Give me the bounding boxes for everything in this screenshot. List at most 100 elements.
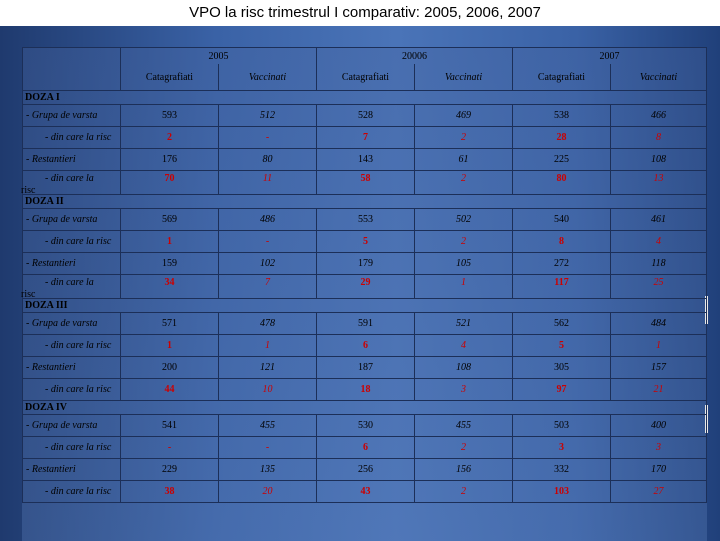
- table-cell: 7: [316, 126, 415, 149]
- row-label: - Restantieri: [22, 148, 121, 171]
- table-cell: 521: [414, 312, 513, 335]
- table-cell: 571: [120, 312, 219, 335]
- table-cell: 4: [610, 230, 707, 253]
- page-title: VPO la risc trimestrul I comparativ: 200…: [189, 4, 541, 21]
- column-header: Catagrafiati: [316, 64, 415, 91]
- dose-header-row: DOZA III: [22, 298, 707, 313]
- row-label-text: - Grupa de varsta: [26, 318, 98, 329]
- table-cell: 108: [610, 148, 707, 171]
- header-corner: [22, 64, 121, 91]
- row-label-text: - din care la: [45, 277, 94, 288]
- row-label-overflow: risc: [21, 289, 36, 300]
- row-label-text: - Grupa de varsta: [26, 420, 98, 431]
- table-cell: 121: [218, 356, 317, 379]
- row-label: - din care la risc: [22, 334, 121, 357]
- row-label: - din care la risc: [22, 436, 121, 459]
- table-cell: 6: [316, 334, 415, 357]
- table-cell: -: [218, 436, 317, 459]
- dose-header-row: DOZA II: [22, 194, 707, 209]
- row-label: - Grupa de varsta: [22, 312, 121, 335]
- table-cell: -: [218, 230, 317, 253]
- table-cell: 461: [610, 208, 707, 231]
- table-cell: 540: [512, 208, 611, 231]
- table-cell: 455: [414, 414, 513, 437]
- table-row: - Restantieri 200 121 187 108 305 157: [22, 356, 707, 379]
- row-label: - din care la risc: [22, 230, 121, 253]
- column-header-row: Catagrafiati Vaccinati Catagrafiati Vacc…: [22, 64, 707, 91]
- column-header: Vaccinati: [414, 64, 513, 91]
- table-cell: 455: [218, 414, 317, 437]
- table-cell: 105: [414, 252, 513, 275]
- table-row: - din care la risc 38 20 43 2 103 27: [22, 480, 707, 503]
- table-cell: 478: [218, 312, 317, 335]
- table-cell: 528: [316, 104, 415, 127]
- table-cell: 593: [120, 104, 219, 127]
- year-header: 2007: [512, 47, 707, 64]
- table-cell: 13: [610, 170, 707, 195]
- table-cell: 1: [120, 334, 219, 357]
- row-label-text: - din care la risc: [45, 486, 112, 497]
- row-label: - Grupa de varsta: [22, 414, 121, 437]
- table-cell: 400: [610, 414, 707, 437]
- table-cell: 1: [414, 274, 513, 299]
- table-cell: 1: [120, 230, 219, 253]
- table-cell: 11: [218, 170, 317, 195]
- table-row: risc - din care la 34 7 29 1 117 25: [21, 274, 707, 300]
- table-cell: 20: [218, 480, 317, 503]
- table-cell: 10: [218, 378, 317, 401]
- right-edge-bar: [705, 296, 708, 324]
- table-row: - Restantieri 229 135 256 156 332 170: [22, 458, 707, 481]
- table-cell: 503: [512, 414, 611, 437]
- row-label-text: - din care la risc: [45, 236, 112, 247]
- table-cell: 28: [512, 126, 611, 149]
- table-row: - din care la risc 1 1 6 4 5 1: [22, 334, 707, 357]
- table-cell: 4: [414, 334, 513, 357]
- table-cell: 512: [218, 104, 317, 127]
- dose-header-row: DOZA IV: [22, 400, 707, 415]
- dose-label: DOZA IV: [22, 400, 707, 415]
- table-cell: 1: [610, 334, 707, 357]
- header-corner: [22, 47, 121, 64]
- title-band: [0, 0, 720, 26]
- table-cell: 58: [316, 170, 415, 195]
- table-cell: 486: [218, 208, 317, 231]
- table-row: - din care la risc 2-7 2 28 8: [22, 126, 707, 149]
- table-cell: 2: [414, 170, 513, 195]
- table-row: - din care la risc 1-5 2 8 4: [22, 230, 707, 253]
- table-cell: 6: [316, 436, 415, 459]
- table-cell: 1: [218, 334, 317, 357]
- table-cell: 179: [316, 252, 415, 275]
- table-cell: 8: [610, 126, 707, 149]
- table-cell: 27: [610, 480, 707, 503]
- row-label: - Restantieri: [22, 458, 121, 481]
- table-cell: 34: [120, 274, 219, 299]
- table-cell: 70: [120, 170, 219, 195]
- row-label: - din care la risc: [22, 378, 121, 401]
- table-cell: -: [218, 126, 317, 149]
- row-label-text: - Restantieri: [26, 362, 76, 373]
- table-cell: 187: [316, 356, 415, 379]
- table-cell: 466: [610, 104, 707, 127]
- table-cell: 2: [414, 480, 513, 503]
- table-row: - din care la risc 44 10 18 3 97 21: [22, 378, 707, 401]
- table-cell: 3: [512, 436, 611, 459]
- table-cell: 538: [512, 104, 611, 127]
- dose-label: DOZA I: [22, 90, 707, 105]
- row-label: - Restantieri: [22, 252, 121, 275]
- row-label-text: - Grupa de varsta: [26, 110, 98, 121]
- row-label-text: - Grupa de varsta: [26, 214, 98, 225]
- table-cell: 225: [512, 148, 611, 171]
- table-cell: 170: [610, 458, 707, 481]
- table-cell: 156: [414, 458, 513, 481]
- table-row: - Grupa de varsta 569 486 553 502 540 461: [22, 208, 707, 231]
- table-cell: 2: [414, 436, 513, 459]
- year-header: 20006: [316, 47, 513, 64]
- table-cell: 256: [316, 458, 415, 481]
- row-label-text: - din care la: [45, 173, 94, 184]
- row-label: - Grupa de varsta: [22, 208, 121, 231]
- table-cell: 2: [414, 126, 513, 149]
- table-cell: 135: [218, 458, 317, 481]
- table-cell: 102: [218, 252, 317, 275]
- year-header-row: 2005 20006 2007: [22, 47, 707, 64]
- table-cell: 305: [512, 356, 611, 379]
